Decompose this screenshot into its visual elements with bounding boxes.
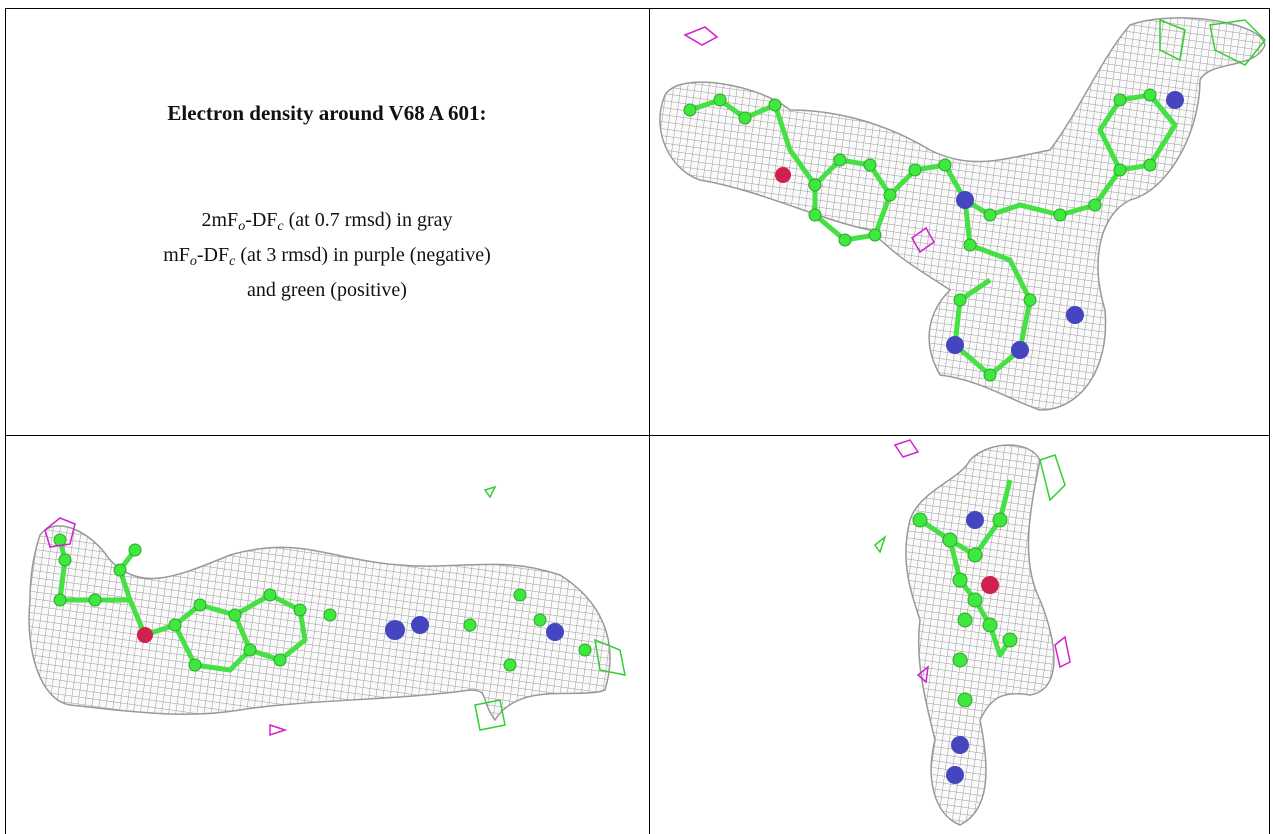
caption-line: and green (positive) (6, 276, 648, 304)
text: (at 0.7 rmsd) in gray (283, 209, 453, 231)
caption-line: 2mFo-DFc (at 0.7 rmsd) in gray (6, 206, 648, 241)
table-border (5, 8, 1270, 834)
subscript: c (229, 254, 236, 269)
text: 2mF (201, 209, 239, 231)
text: -DF (245, 209, 278, 231)
caption-cell: Electron density around V68 A 601: 2mFo-… (6, 9, 648, 304)
text: (at 3 rmsd) in purple (negative) (235, 244, 491, 266)
subscript: o (238, 219, 246, 234)
subscript: c (277, 219, 284, 234)
caption-lines: 2mFo-DFc (at 0.7 rmsd) in gray mFo-DFc (… (6, 206, 648, 304)
density-view-top-right (659, 17, 1267, 411)
caption-title: Electron density around V68 A 601: (167, 101, 487, 125)
caption-line: mFo-DFc (at 3 rmsd) in purple (negative) (6, 241, 648, 276)
text: and green (positive) (247, 279, 407, 301)
text: -DF (196, 244, 230, 266)
density-view-bottom-left (28, 485, 626, 737)
subscript: o (189, 254, 197, 269)
text: mF (163, 244, 190, 266)
density-view-bottom-right (873, 439, 1071, 826)
